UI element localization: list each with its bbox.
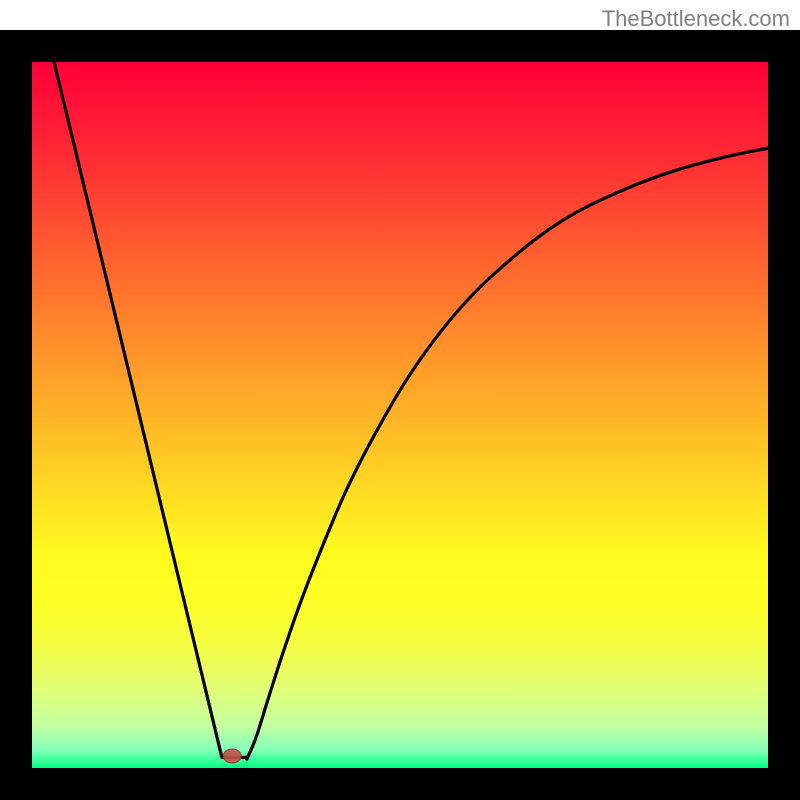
chart-background: [32, 62, 768, 768]
watermark-text: TheBottleneck.com: [602, 6, 790, 32]
optimal-point-marker: [223, 749, 241, 763]
chart-root: [0, 0, 800, 800]
